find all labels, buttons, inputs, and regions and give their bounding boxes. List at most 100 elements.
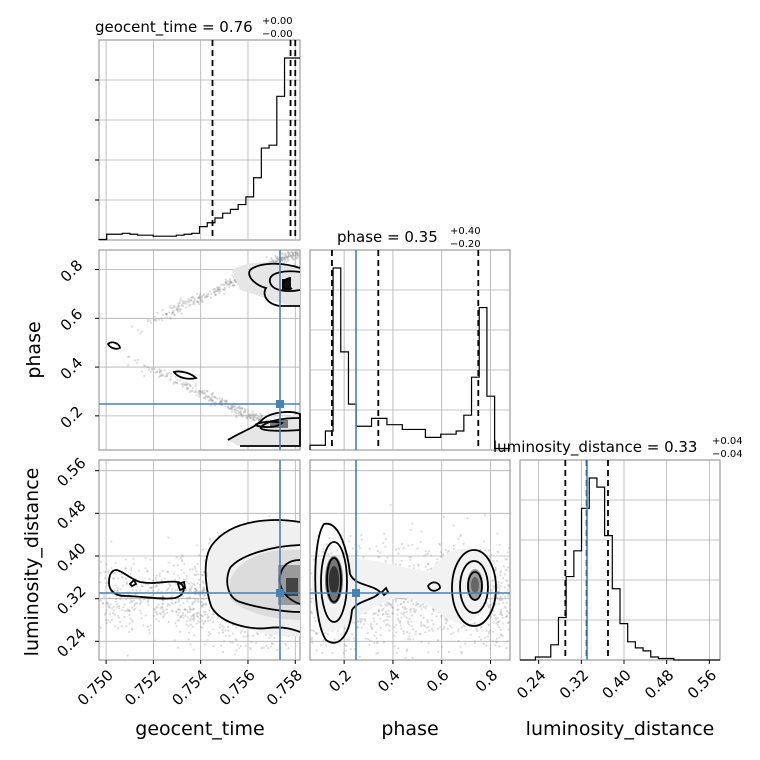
y-tick-label: 0.32 [53,582,89,618]
sample-point [189,608,192,611]
sample-point [228,285,231,288]
sample-point [315,649,318,652]
sample-point [408,617,411,621]
sample-point [176,574,180,577]
sample-point [412,602,415,606]
sample-point [155,584,158,588]
sample-point [147,368,151,372]
sample-point [215,289,218,293]
sample-point [188,605,191,608]
sample-point [400,612,403,615]
contour-tail-mid [172,370,198,380]
sample-point [203,594,206,597]
contour-small-right [427,581,441,592]
sample-point [491,584,494,587]
sample-point [155,371,159,374]
sample-point [192,300,195,303]
sample-point [498,595,501,598]
sample-point [382,620,385,623]
sample-point [176,619,179,622]
sample-point [204,395,207,398]
x-tick-label: 0.48 [641,666,677,702]
sample-point [212,399,215,402]
sample-point [346,638,349,641]
sample-point [403,615,406,618]
sample-point [146,625,149,628]
sample-point [209,399,212,402]
sample-point [168,604,171,607]
sample-point [130,619,134,622]
sample-point [160,373,163,376]
sample-point [185,300,188,304]
sample-point [224,405,227,408]
sample-point [239,631,243,635]
sample-point [103,595,106,598]
sample-point [181,594,185,597]
sample-point [171,610,174,613]
sample-point [280,258,283,261]
sample-point [411,522,414,525]
sample-point [484,636,487,639]
sample-point [185,388,189,391]
sample-point [344,627,347,630]
sample-point [424,553,427,556]
sample-point [495,618,498,621]
title-plus: +0.04 [712,436,743,447]
sample-point [135,589,138,592]
sample-point [381,613,384,616]
sample-point [155,574,158,577]
sample-point [185,623,188,626]
sample-point [148,319,152,322]
sample-point [487,632,490,635]
sample-point [496,597,499,600]
sample-point [196,616,200,619]
sample-point [195,573,198,577]
sample-point [185,580,188,583]
sample-point [133,603,136,606]
sample-point [218,397,221,400]
sample-point [207,634,210,637]
sample-point [200,300,203,303]
sample-point [420,624,423,628]
sample-point [413,609,416,613]
sample-point [176,588,179,592]
sample-point [117,577,120,580]
sample-point [174,381,177,384]
sample-point [202,587,205,590]
sample-point [218,401,221,404]
sample-point [401,606,404,609]
sample-point [281,256,284,259]
sample-point [499,595,502,599]
sample-point [446,619,449,622]
sample-point [432,623,435,626]
x-tick-label: 0.40 [598,666,634,702]
sample-point [288,253,291,256]
sample-point [221,631,225,634]
sample-point [99,599,103,602]
sample-point [488,630,491,633]
sample-point [243,408,246,411]
sample-point [409,556,412,559]
sample-point [376,550,379,553]
sample-point [408,635,411,638]
sample-point [400,627,403,630]
sample-point [181,305,185,308]
sample-point [213,287,217,290]
sample-point [438,542,441,545]
contour-right-inner [467,571,483,601]
sample-point [397,552,400,555]
sample-point [431,619,434,622]
density-left-peak [329,566,339,594]
sample-point [177,600,180,604]
sample-point [403,607,406,611]
sample-point [393,645,396,648]
sample-point [465,629,468,632]
sample-point [176,378,179,381]
sample-point [204,394,207,397]
sample-point [204,295,207,298]
sample-point [418,605,422,608]
sample-point [497,581,500,584]
sample-point [181,560,184,563]
sample-point [198,389,201,392]
sample-point [442,553,445,556]
